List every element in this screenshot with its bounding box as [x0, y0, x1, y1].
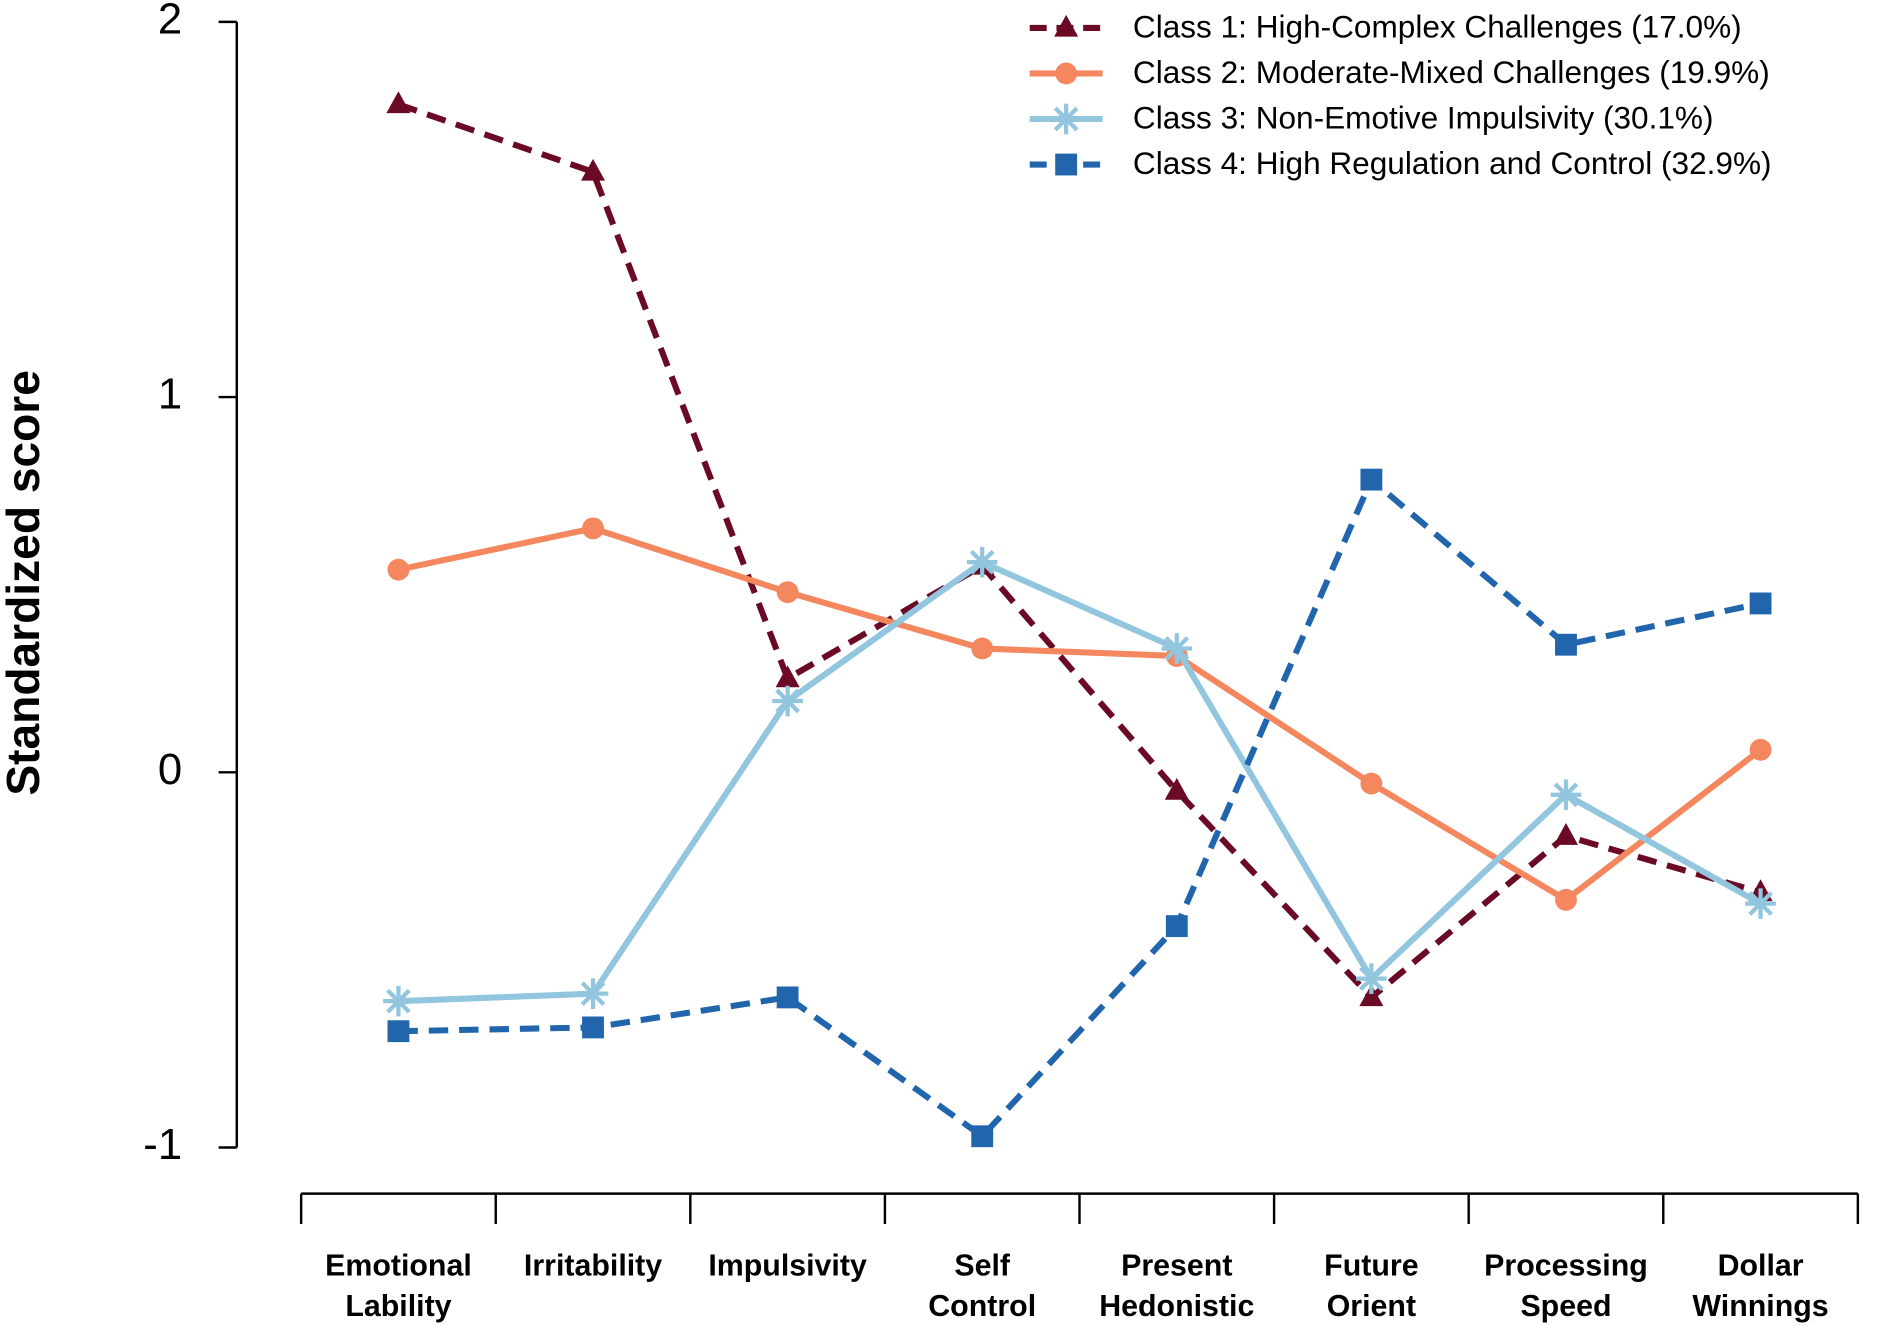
marker	[1356, 963, 1387, 994]
marker	[383, 985, 414, 1017]
marker	[971, 637, 994, 660]
marker	[971, 1125, 994, 1148]
marker	[1050, 103, 1082, 135]
marker	[1360, 772, 1383, 795]
marker	[1054, 14, 1079, 37]
marker	[1165, 915, 1188, 938]
x-tick-label: Hedonistic	[1099, 1290, 1254, 1323]
marker	[776, 986, 799, 1009]
x-tick-label: Impulsivity	[708, 1250, 867, 1283]
marker	[1055, 62, 1078, 85]
marker	[387, 1020, 410, 1043]
marker-arm	[580, 981, 606, 1006]
marker	[772, 685, 803, 717]
marker	[1749, 738, 1772, 761]
marker-arm	[1359, 966, 1384, 991]
y-axis-label: Standardized score	[0, 370, 49, 796]
marker-arm	[1164, 636, 1190, 661]
marker	[1553, 822, 1578, 845]
marker	[1360, 468, 1383, 491]
legend-label: Class 1: High-Complex Challenges (17.0%)	[1133, 8, 1742, 44]
x-tick-label: Speed	[1520, 1290, 1611, 1323]
marker	[1164, 777, 1189, 800]
marker	[966, 546, 998, 578]
x-tick-label: Emotional	[325, 1250, 472, 1283]
marker-arm	[1053, 106, 1079, 132]
x-tick-label: Processing	[1484, 1250, 1648, 1283]
series-line	[397, 525, 1763, 904]
x-tick-label: Lability	[345, 1290, 451, 1323]
marker	[1055, 153, 1078, 176]
marker	[582, 1016, 604, 1039]
marker	[775, 665, 800, 688]
marker	[1359, 984, 1384, 1007]
marker	[387, 558, 410, 581]
series-line	[398, 558, 1763, 1005]
x-tick-label: Orient	[1327, 1290, 1416, 1323]
legend-label: Class 3: Non-Emotive Impulsivity (30.1%)	[1133, 100, 1714, 136]
legend-label: Class 4: High Regulation and Control (32…	[1133, 145, 1772, 181]
marker-arm	[386, 988, 411, 1014]
marker	[1745, 888, 1776, 919]
marker	[1555, 633, 1577, 656]
marker	[577, 978, 609, 1009]
x-tick-label: Winnings	[1692, 1290, 1828, 1323]
y-tick-label: -1	[143, 1120, 182, 1169]
y-tick-label: 2	[158, 0, 182, 43]
x-tick-label: Irritability	[524, 1250, 662, 1283]
marker	[386, 91, 411, 114]
legend-label: Class 2: Moderate-Mixed Challenges (19.9…	[1133, 54, 1770, 90]
marker	[1161, 633, 1193, 664]
y-tick-label: 0	[158, 745, 182, 794]
marker	[776, 581, 799, 604]
marker	[1555, 888, 1577, 911]
marker-arm	[775, 688, 800, 714]
marker-arm	[1748, 891, 1773, 916]
marker	[582, 517, 604, 540]
marker	[1550, 779, 1582, 811]
series-line	[398, 474, 1762, 1141]
marker	[581, 158, 606, 181]
x-tick-label: Control	[928, 1290, 1036, 1323]
x-tick-label: Future	[1324, 1250, 1418, 1283]
marker-arm	[969, 549, 995, 575]
y-tick-label: 1	[158, 370, 182, 419]
series-line	[397, 101, 1762, 1002]
marker-arm	[1553, 782, 1579, 808]
x-tick-label: Present	[1121, 1250, 1232, 1283]
x-tick-label: Self	[954, 1250, 1011, 1283]
marker	[1749, 592, 1772, 615]
x-tick-label: Dollar	[1718, 1250, 1804, 1283]
